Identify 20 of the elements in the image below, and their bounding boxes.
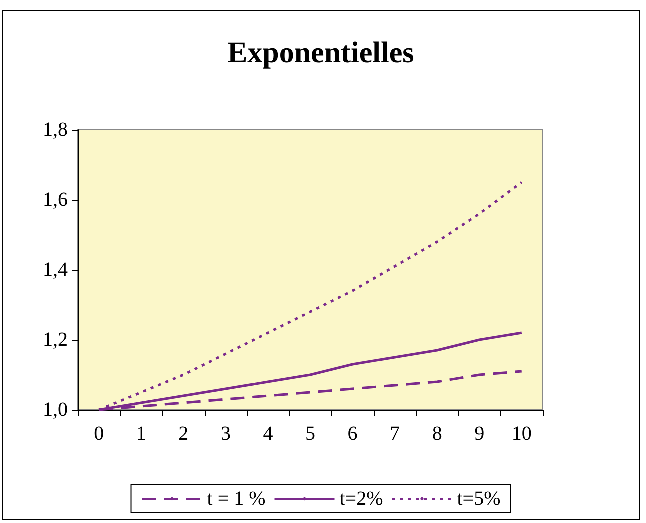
x-tick-label: 9 [474,423,485,445]
x-tick-label: 1 [136,423,146,445]
x-tick-label: 5 [306,423,316,445]
y-tick-label: 1,2 [43,329,68,351]
y-tick-label: 1,6 [43,189,68,211]
x-tick-label: 2 [178,423,189,445]
legend-label: t = 1 % [207,488,266,510]
x-tick-label: 0 [94,423,104,445]
legend-label: t=5% [457,488,501,510]
x-tick-label: 8 [432,423,442,445]
y-tick-label: 1,0 [43,399,68,421]
y-tick-label: 1,4 [43,259,68,281]
y-tick-label: 1,8 [43,119,68,141]
chart-title: Exponentielles [228,36,414,70]
x-tick-label: 7 [390,423,400,445]
x-tick-label: 10 [512,423,532,445]
x-tick-label: 6 [348,423,358,445]
legend-label: t=2% [340,488,384,510]
x-tick-label: 4 [263,423,274,445]
x-tick-label: 3 [220,423,231,445]
